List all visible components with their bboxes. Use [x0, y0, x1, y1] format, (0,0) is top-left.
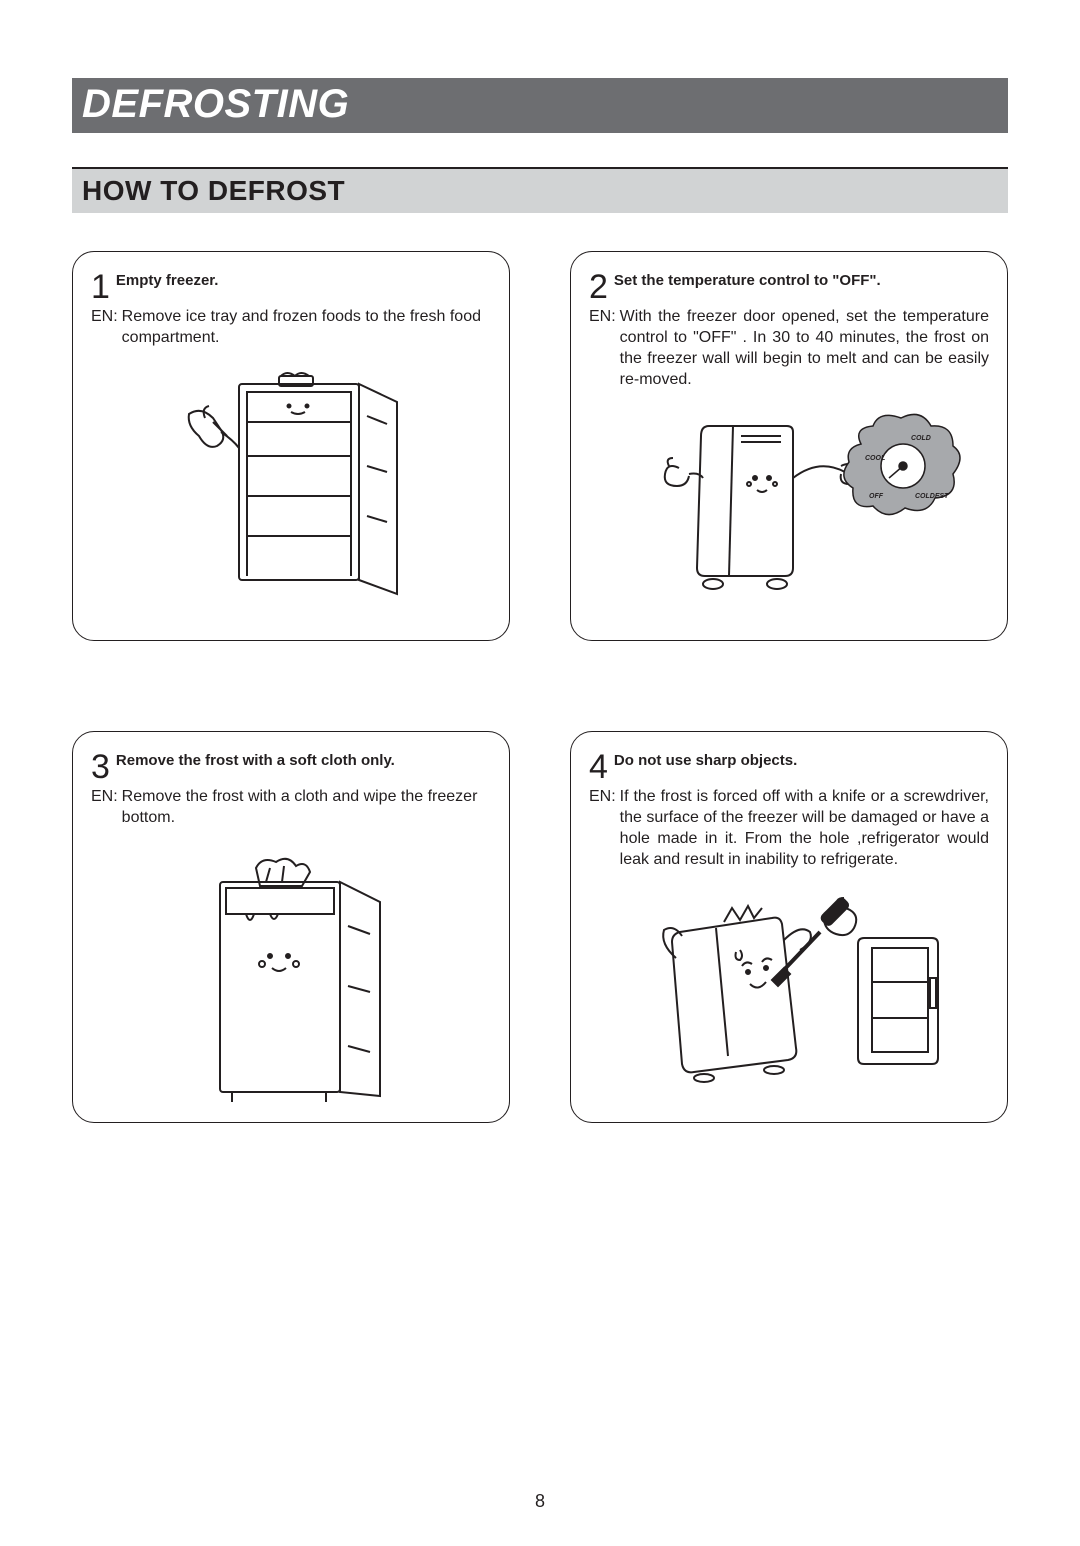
en-text: With the freezer door opened, set the te…: [620, 306, 989, 390]
fridge-damaged-icon: [624, 888, 954, 1088]
en-text: Remove ice tray and frozen foods to the …: [122, 306, 491, 348]
title-bar: DEFROSTING: [72, 78, 1008, 133]
en-text: If the frost is forced off with a knife …: [620, 786, 989, 870]
en-label: EN:: [589, 306, 620, 390]
step-head: 4 Do not use sharp objects.: [589, 750, 989, 784]
illustration-no-sharp: [589, 888, 989, 1088]
step-number: 1: [91, 270, 110, 304]
illustration-wipe-cloth: [91, 846, 491, 1106]
en-text: Remove the frost with a cloth and wipe t…: [122, 786, 491, 828]
illustration-empty-freezer: [91, 366, 491, 596]
page-title: DEFROSTING: [82, 82, 998, 127]
dial-label-coldest: COLDEST: [915, 493, 949, 500]
steps-grid: 1 Empty freezer. EN: Remove ice tray and…: [72, 251, 1008, 1123]
fridge-wipe-icon: [176, 846, 406, 1106]
illustration-set-off: COLD COOL OFF COLDEST: [589, 408, 989, 598]
fridge-dial-icon: COLD COOL OFF COLDEST: [609, 408, 969, 598]
step-number: 3: [91, 750, 110, 784]
step-body: EN: If the frost is forced off with a kn…: [589, 786, 989, 870]
step-body: EN: Remove ice tray and frozen foods to …: [91, 306, 491, 348]
en-label: EN:: [91, 306, 122, 348]
step-card-1: 1 Empty freezer. EN: Remove ice tray and…: [72, 251, 510, 641]
page-number: 8: [0, 1491, 1080, 1512]
step-body: EN: With the freezer door opened, set th…: [589, 306, 989, 390]
step-card-4: 4 Do not use sharp objects. EN: If the f…: [570, 731, 1008, 1123]
step-head: 3 Remove the frost with a soft cloth onl…: [91, 750, 491, 784]
step-title: Remove the frost with a soft cloth only.: [116, 750, 395, 769]
step-number: 2: [589, 270, 608, 304]
en-label: EN:: [91, 786, 122, 828]
dial-label-off: OFF: [869, 493, 884, 500]
fridge-open-icon: [161, 366, 421, 596]
section-subtitle: HOW TO DEFROST: [82, 175, 998, 207]
step-number: 4: [589, 750, 608, 784]
step-card-2: 2 Set the temperature control to "OFF". …: [570, 251, 1008, 641]
dial-label-cold: COLD: [911, 435, 931, 442]
step-title: Do not use sharp objects.: [614, 750, 797, 769]
subtitle-bar: HOW TO DEFROST: [72, 167, 1008, 213]
step-head: 2 Set the temperature control to "OFF".: [589, 270, 989, 304]
step-body: EN: Remove the frost with a cloth and wi…: [91, 786, 491, 828]
en-label: EN:: [589, 786, 620, 870]
step-title: Empty freezer.: [116, 270, 219, 289]
dial-label-cool: COOL: [865, 455, 885, 462]
step-head: 1 Empty freezer.: [91, 270, 491, 304]
page: DEFROSTING HOW TO DEFROST 1 Empty freeze…: [0, 0, 1080, 1123]
step-card-3: 3 Remove the frost with a soft cloth onl…: [72, 731, 510, 1123]
step-title: Set the temperature control to "OFF".: [614, 270, 881, 289]
